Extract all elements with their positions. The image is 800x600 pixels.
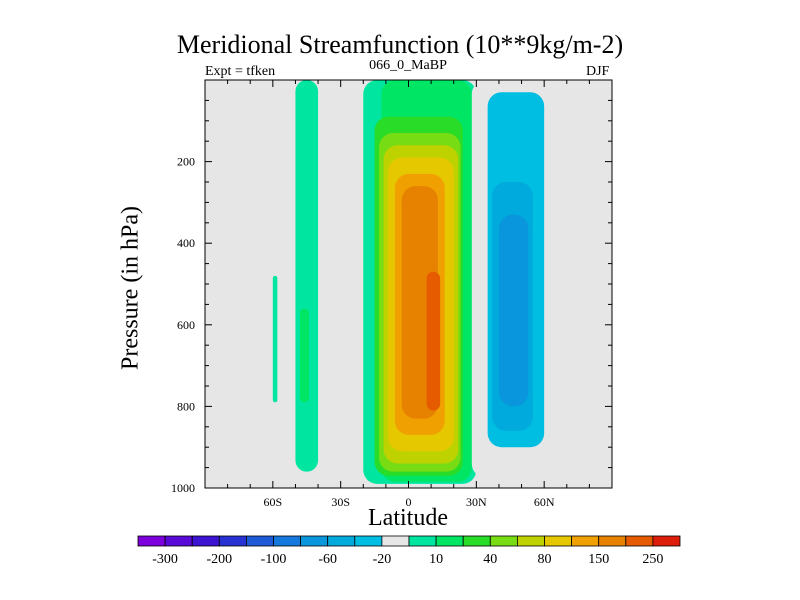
colorbar-swatch: [517, 535, 545, 547]
y-tick-label: 200: [177, 155, 195, 169]
contour-region: [295, 80, 319, 472]
y-axis: 200 400 600 800 1000: [171, 99, 612, 495]
y-tick-label: 400: [177, 236, 195, 250]
colorbar-label: -100: [261, 552, 287, 567]
experiment-label: Expt = tfken: [205, 64, 276, 79]
colorbar-swatch: [652, 535, 681, 547]
x-axis-label: Latitude: [368, 505, 448, 531]
season-label: DJF: [586, 64, 610, 79]
x-tick-label: 30S: [331, 495, 350, 509]
colorbar-swatch: [408, 535, 437, 547]
colorbar-swatch: [462, 535, 491, 547]
run-label: 066_0_MaBP: [369, 58, 447, 73]
contour-region: [299, 308, 310, 403]
colorbar-swatch: [273, 535, 302, 547]
colorbar-label: 150: [588, 552, 609, 567]
colorbar-swatch: [598, 535, 627, 547]
colorbar: -300 -200 -100 -60 -20 10 40 80 150 250: [137, 535, 681, 567]
colorbar-swatch: [625, 535, 654, 547]
y-axis-label: Pressure (in hPa): [117, 206, 144, 370]
contour-region: [562, 80, 574, 117]
x-tick-label: 0: [406, 495, 412, 509]
y-tick-label: 1000: [171, 481, 195, 495]
colorbar-label: -60: [318, 552, 337, 567]
colorbar-label: 80: [538, 552, 552, 567]
x-axis: 60S 30S 0 30N 60N: [227, 80, 590, 509]
contour-region: [272, 275, 278, 403]
colorbar-label: -20: [373, 552, 392, 567]
colorbar-swatch: [218, 535, 247, 547]
colorbar-swatch: [191, 535, 220, 547]
plot-area: [204, 79, 613, 489]
x-tick-label: 60N: [534, 495, 555, 509]
colorbar-label: 40: [483, 552, 497, 567]
colorbar-swatch: [435, 535, 464, 547]
y-tick-label: 800: [177, 399, 195, 413]
colorbar-swatch: [245, 535, 274, 547]
colorbar-swatch: [164, 535, 193, 547]
colorbar-label: -200: [206, 552, 232, 567]
colorbar-swatch: [137, 535, 166, 547]
contour-fields: [272, 80, 574, 484]
colorbar-label: 250: [642, 552, 663, 567]
colorbar-label: 10: [429, 552, 443, 567]
contour-region: [498, 214, 529, 407]
colorbar-swatch: [327, 535, 356, 547]
colorbar-swatch: [381, 535, 410, 547]
y-tick-label: 600: [177, 318, 195, 332]
colorbar-swatch: [354, 535, 383, 547]
x-tick-label: 30N: [466, 495, 487, 509]
colorbar-label: -300: [152, 552, 178, 567]
colorbar-swatch: [544, 535, 573, 547]
colorbar-swatch: [489, 535, 518, 547]
contour-region: [324, 80, 337, 472]
x-tick-label: 60S: [263, 495, 282, 509]
chart-title: Meridional Streamfunction (10**9kg/m-2): [176, 30, 624, 59]
colorbar-swatch: [300, 535, 329, 547]
colorbar-swatch: [571, 535, 600, 547]
contour-region: [426, 271, 441, 411]
